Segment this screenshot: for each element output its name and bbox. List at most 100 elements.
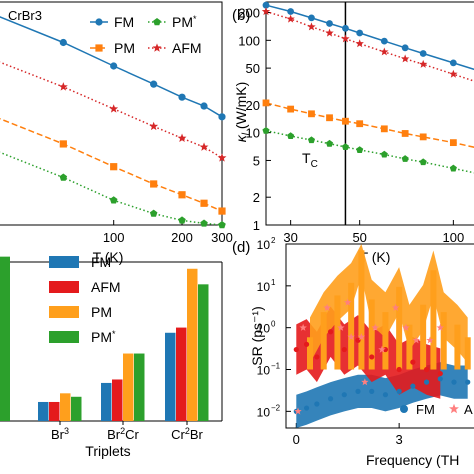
panel-b-point-FM-7 [401,44,409,52]
panel-b-kappa-vs-temperature-log: (b) 1 2 5 10 20 50 100 200 30 50 100 T (K) κl (W/mK) T… [232,1,474,265]
panel-a-point-AFM-2 [109,104,119,113]
panel-b-point-AFM-1 [286,14,295,23]
panel-b-point-PM-4 [342,117,349,125]
panel-a-annotation: CrBr3 [8,8,42,23]
panel-a-point-PM-2 [110,163,118,171]
panel-d-spike-PM-3 [348,282,355,370]
panel-b-point-PM-6 [380,125,388,133]
panel-b-point-PM-3 [326,114,333,122]
panel-b-xtick-label-1: 50 [352,230,366,245]
panel-c-bar-FM-2 [165,332,176,421]
panel-a-legend-label-3: AFM [172,40,202,56]
panel-d-point-star-6 [357,333,366,341]
panel-b-point-AFM-4 [341,34,350,43]
panel-c-bar-AFM-0 [49,401,60,421]
panel-d-point-FM-4 [341,392,347,398]
panel-b-point-PM*-2 [307,136,316,144]
panel-b-point-FM-6 [380,37,388,45]
panel-a-point-AFM-6 [217,153,227,162]
panel-a-legend-label-2: PM* [172,14,197,30]
panel-c-legend-swatch-PM [49,306,79,318]
panel-a-point-PM-5 [200,199,208,207]
panel-c-bar-FM-0 [38,401,49,421]
panel-d-ytick-label-0: 10 [257,405,271,419]
panel-d-point-star-13 [426,336,434,344]
panel-d-point-AFM-5 [355,337,361,343]
panel-a-xtick-label-1: 200 [171,230,193,245]
panel-a-point-PM-6 [218,207,226,215]
panel-a-frame [0,1,223,226]
panel-a-point-FM-3 [150,80,158,88]
panel-c-legend-label-FM: FM [91,254,111,270]
panel-b-frame [265,1,474,226]
panel-c-xlabel: Triplets [85,443,130,459]
panel-d-point-FM-11 [437,376,443,382]
panel-b-point-PM-2 [308,110,315,118]
panel-b-xlabel: T (K) [360,249,391,265]
panel-d-ytick-exp-3: 1 [271,278,276,287]
panel-d-point-star-3 [337,323,345,331]
panel-d-point-FM-8 [396,388,402,394]
panel-b-ytick-label-5: 50 [246,61,260,76]
panel-d-point-star-0 [294,407,302,415]
panel-b-point-AFM-9 [449,69,458,78]
panel-a-point-FM-2 [110,62,118,70]
panel-d-point-star-2 [323,303,331,311]
panel-a-series-line-AFM [0,61,223,159]
panel-b-point-PM*-7 [401,155,409,162]
panel-c-bar-PM-1 [123,353,134,421]
panel-d-point-star-4 [344,298,352,306]
panel-d-point-AFM-2 [314,354,320,360]
panel-c-category-label-1: Br2Cr [107,426,139,442]
panel-b-point-PM-9 [449,139,457,147]
panel-d-point-AFM-4 [341,346,347,353]
panel-a-point-AFM-3 [149,121,159,131]
panel-d-point-FM-5 [355,388,361,394]
panel-b-point-PM-8 [419,133,427,141]
panel-b-point-FM-0 [262,1,270,9]
panel-d-ytick-label-4: 10 [257,238,271,252]
panel-b-point-FM-9 [449,59,457,67]
panel-b-ytick-label-0: 1 [253,218,260,233]
panel-a-xlabel: T (K) [93,249,124,265]
panel-b-tc-label: TC [302,150,318,170]
panel-d-spike-PM-12 [454,324,461,370]
panel-b-point-AFM-7 [400,54,410,63]
panel-b-series-line-AFM [265,10,474,82]
panel-b-point-AFM-3 [325,28,334,37]
panel-d-ytick-exp-4: 2 [271,236,276,245]
panel-c-bar-AFM-2 [176,327,187,421]
panel-d-point-AFM-6 [369,354,375,360]
panel-d-point-FM-13 [465,379,471,385]
panel-d-point-AFM-7 [382,346,389,353]
panel-d-point-star-9 [378,345,386,353]
panel-b-point-AFM-5 [355,39,364,48]
panel-a-kappa-vs-temperature: 100 200 300 T (K) CrBr3 FM PM PM* AFM [0,1,233,265]
panel-d-point-AFM-10 [423,366,430,373]
panel-c-legend-label-PM: PM [91,304,112,320]
panel-d-point-FM-7 [382,392,389,398]
panel-d-frame [285,243,474,429]
panel-a-point-AFM-4 [177,133,187,143]
panel-c-category-label-0: Br3 [51,426,69,442]
panel-d-band-PM [310,244,468,363]
panel-d-spike-PM-13 [464,337,471,370]
panel-a-point-PM-4 [178,191,186,199]
panel-b-point-PM*-0 [262,126,270,134]
panel-a-point-PM-1 [59,140,67,148]
panel-c-bar-PM-2 [187,268,198,421]
panel-c-triplets-bar-chart: Br3 Br2Cr Cr2Br Triplets FM AFM PM PM* [0,254,223,459]
panel-c-legend-swatch-FM [49,256,79,268]
panel-b-point-FM-1 [287,8,295,15]
panel-c-bar-PM*-2 [198,284,209,421]
panel-d-point-star-5 [347,333,355,341]
panel-d-spike-PM-11 [440,312,447,370]
panel-d-spike-PM-4 [358,250,365,370]
panel-d-point-star-1 [299,323,307,331]
panel-a-point-AFM-5 [199,142,209,151]
panel-b-point-PM*-3 [325,139,334,147]
panel-a-point-AFM-1 [58,82,68,91]
panel-a-point-FM-5 [200,102,208,110]
panel-d-spike-PM-10 [430,270,437,370]
panel-b-xtick-label-0: 30 [283,230,297,245]
